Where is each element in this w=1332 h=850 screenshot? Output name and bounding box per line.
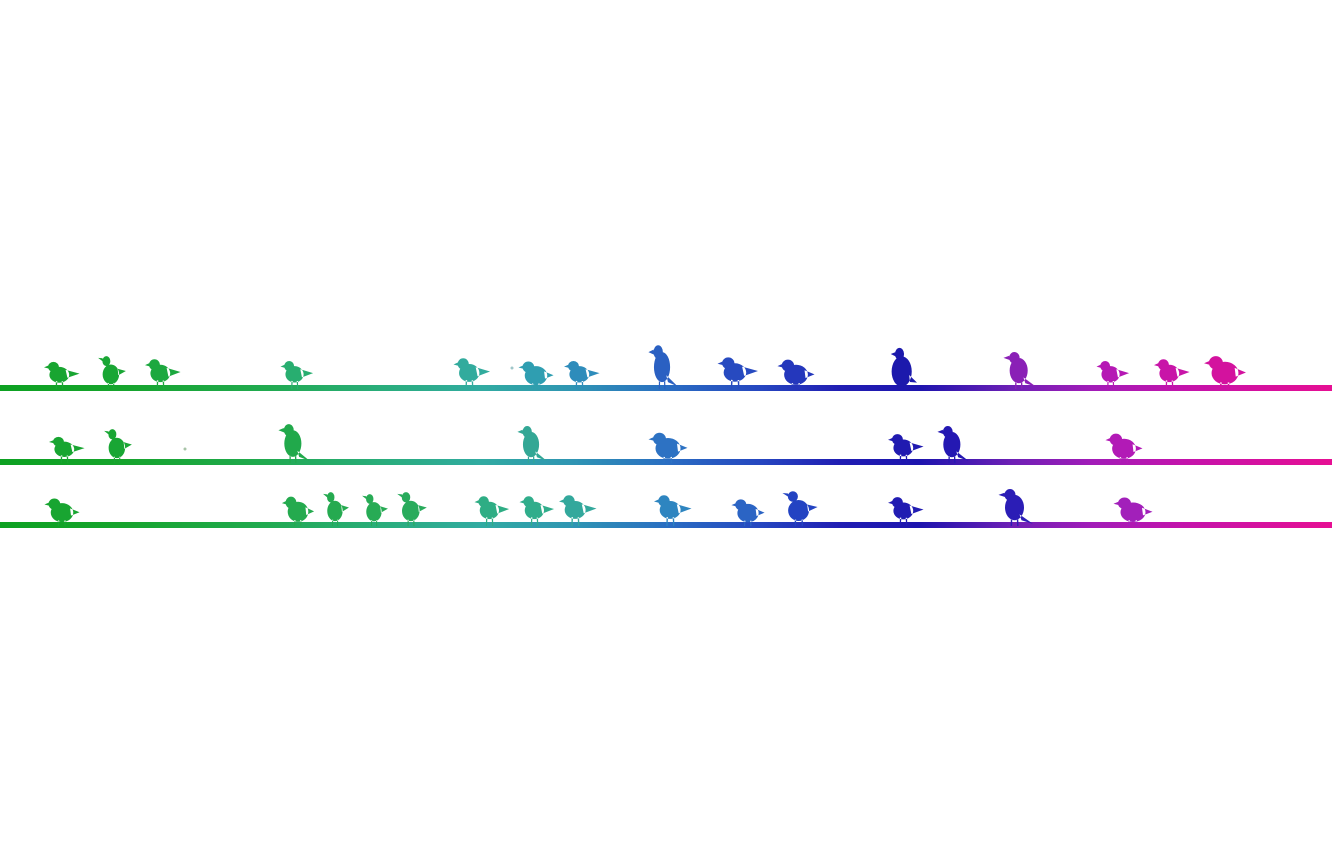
bird-silhouette (890, 347, 917, 389)
bird-silhouette (453, 358, 491, 389)
bird-silhouette (519, 496, 555, 526)
bird-silhouette (280, 361, 314, 389)
bird-silhouette (145, 359, 181, 389)
bird-silhouette (1096, 361, 1130, 389)
bird-silhouette (517, 426, 547, 463)
bird-silhouette (1105, 433, 1143, 463)
power-line-bottom (0, 522, 1332, 528)
bird-silhouette (1113, 497, 1153, 526)
power-line-middle (0, 459, 1332, 465)
bird-silhouette (281, 496, 315, 526)
bird-silhouette (782, 491, 818, 526)
bird-silhouette (362, 494, 388, 526)
bird-silhouette (1204, 356, 1246, 389)
bird-silhouette (888, 497, 924, 526)
bird-silhouette (518, 361, 554, 389)
ink-speck (510, 366, 514, 370)
bird-silhouette (323, 492, 349, 526)
bird-silhouette (104, 429, 132, 463)
bird-silhouette (474, 496, 510, 526)
bird-silhouette (648, 432, 688, 463)
bird-silhouette (564, 361, 600, 389)
bird-silhouette (648, 345, 678, 389)
power-line-top (0, 385, 1332, 391)
bird-silhouette (559, 495, 597, 526)
bird-silhouette (717, 357, 758, 389)
bird-silhouette (98, 356, 126, 389)
bird-silhouette (44, 361, 80, 389)
bird-silhouette (654, 495, 692, 526)
bird-silhouette (44, 498, 80, 526)
bird-silhouette (937, 426, 969, 463)
bird-silhouette (278, 424, 310, 463)
bird-silhouette (998, 489, 1033, 526)
bird-silhouette (888, 434, 924, 463)
bird-silhouette (1003, 352, 1037, 389)
ink-speck (183, 447, 187, 451)
bird-silhouette (397, 492, 427, 526)
bird-silhouette (777, 359, 815, 389)
bird-silhouette (1154, 359, 1190, 389)
